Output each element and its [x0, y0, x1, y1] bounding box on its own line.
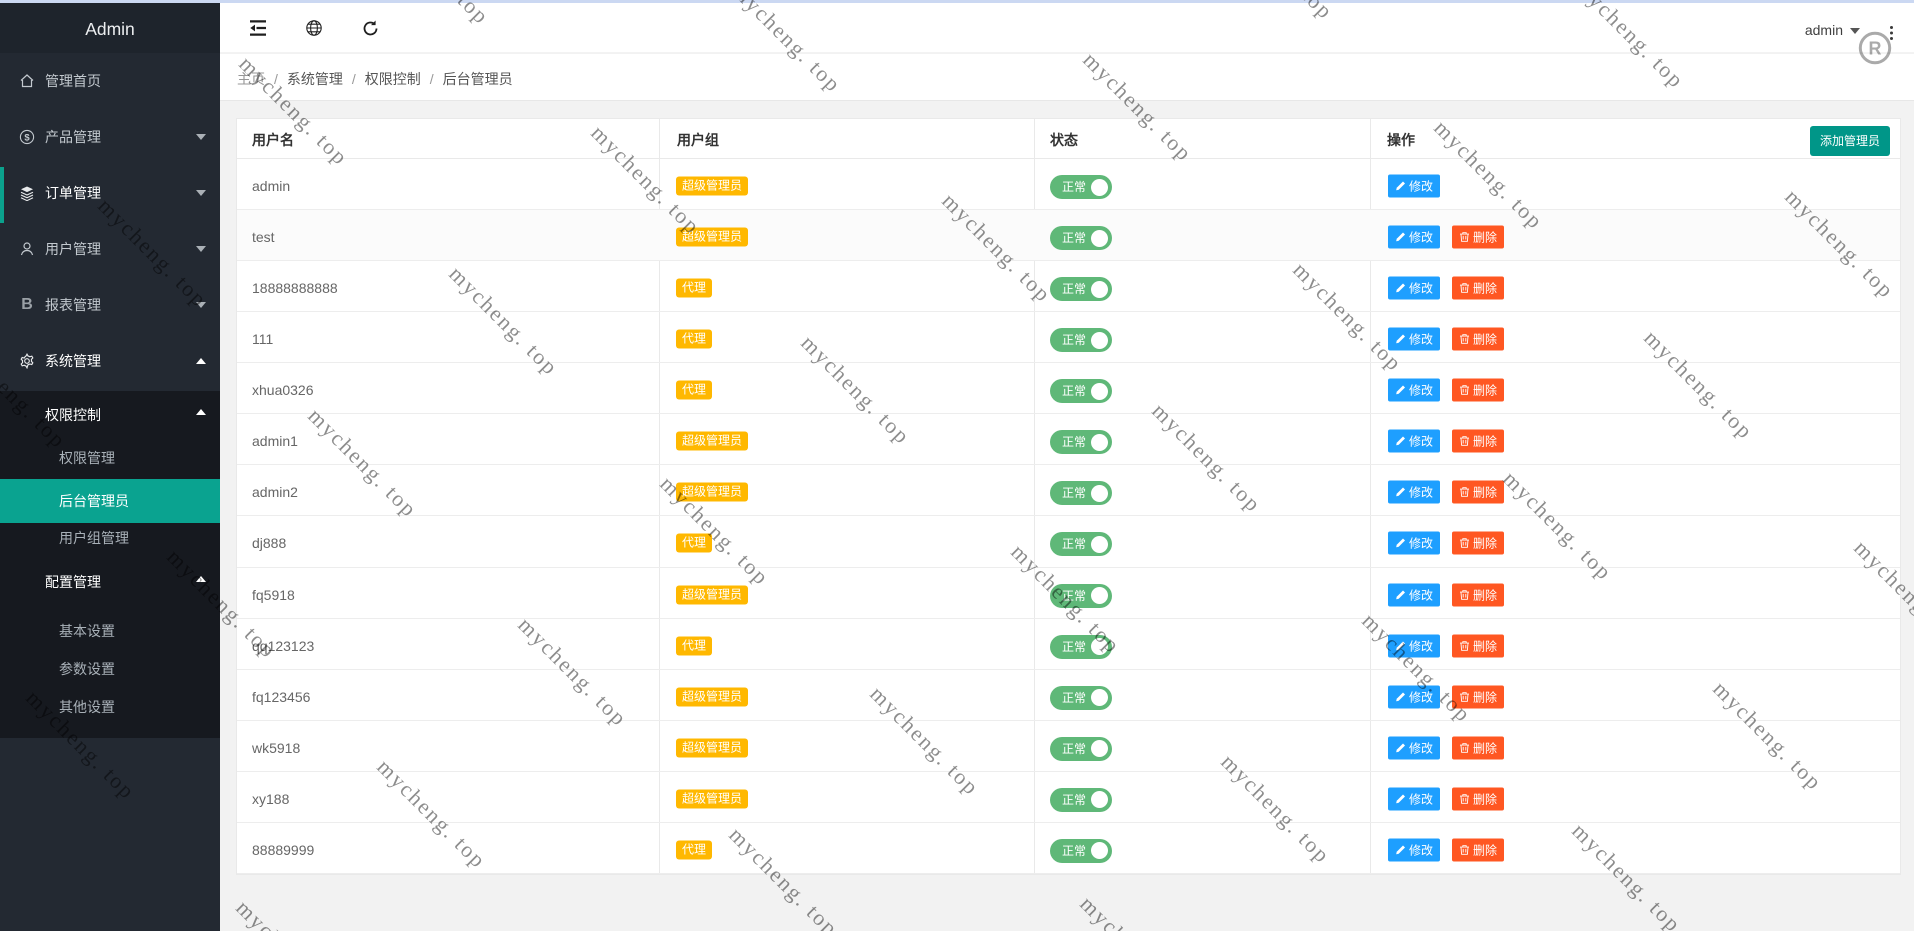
- svg-text:$: $: [24, 132, 30, 143]
- svg-text:R: R: [1869, 39, 1882, 59]
